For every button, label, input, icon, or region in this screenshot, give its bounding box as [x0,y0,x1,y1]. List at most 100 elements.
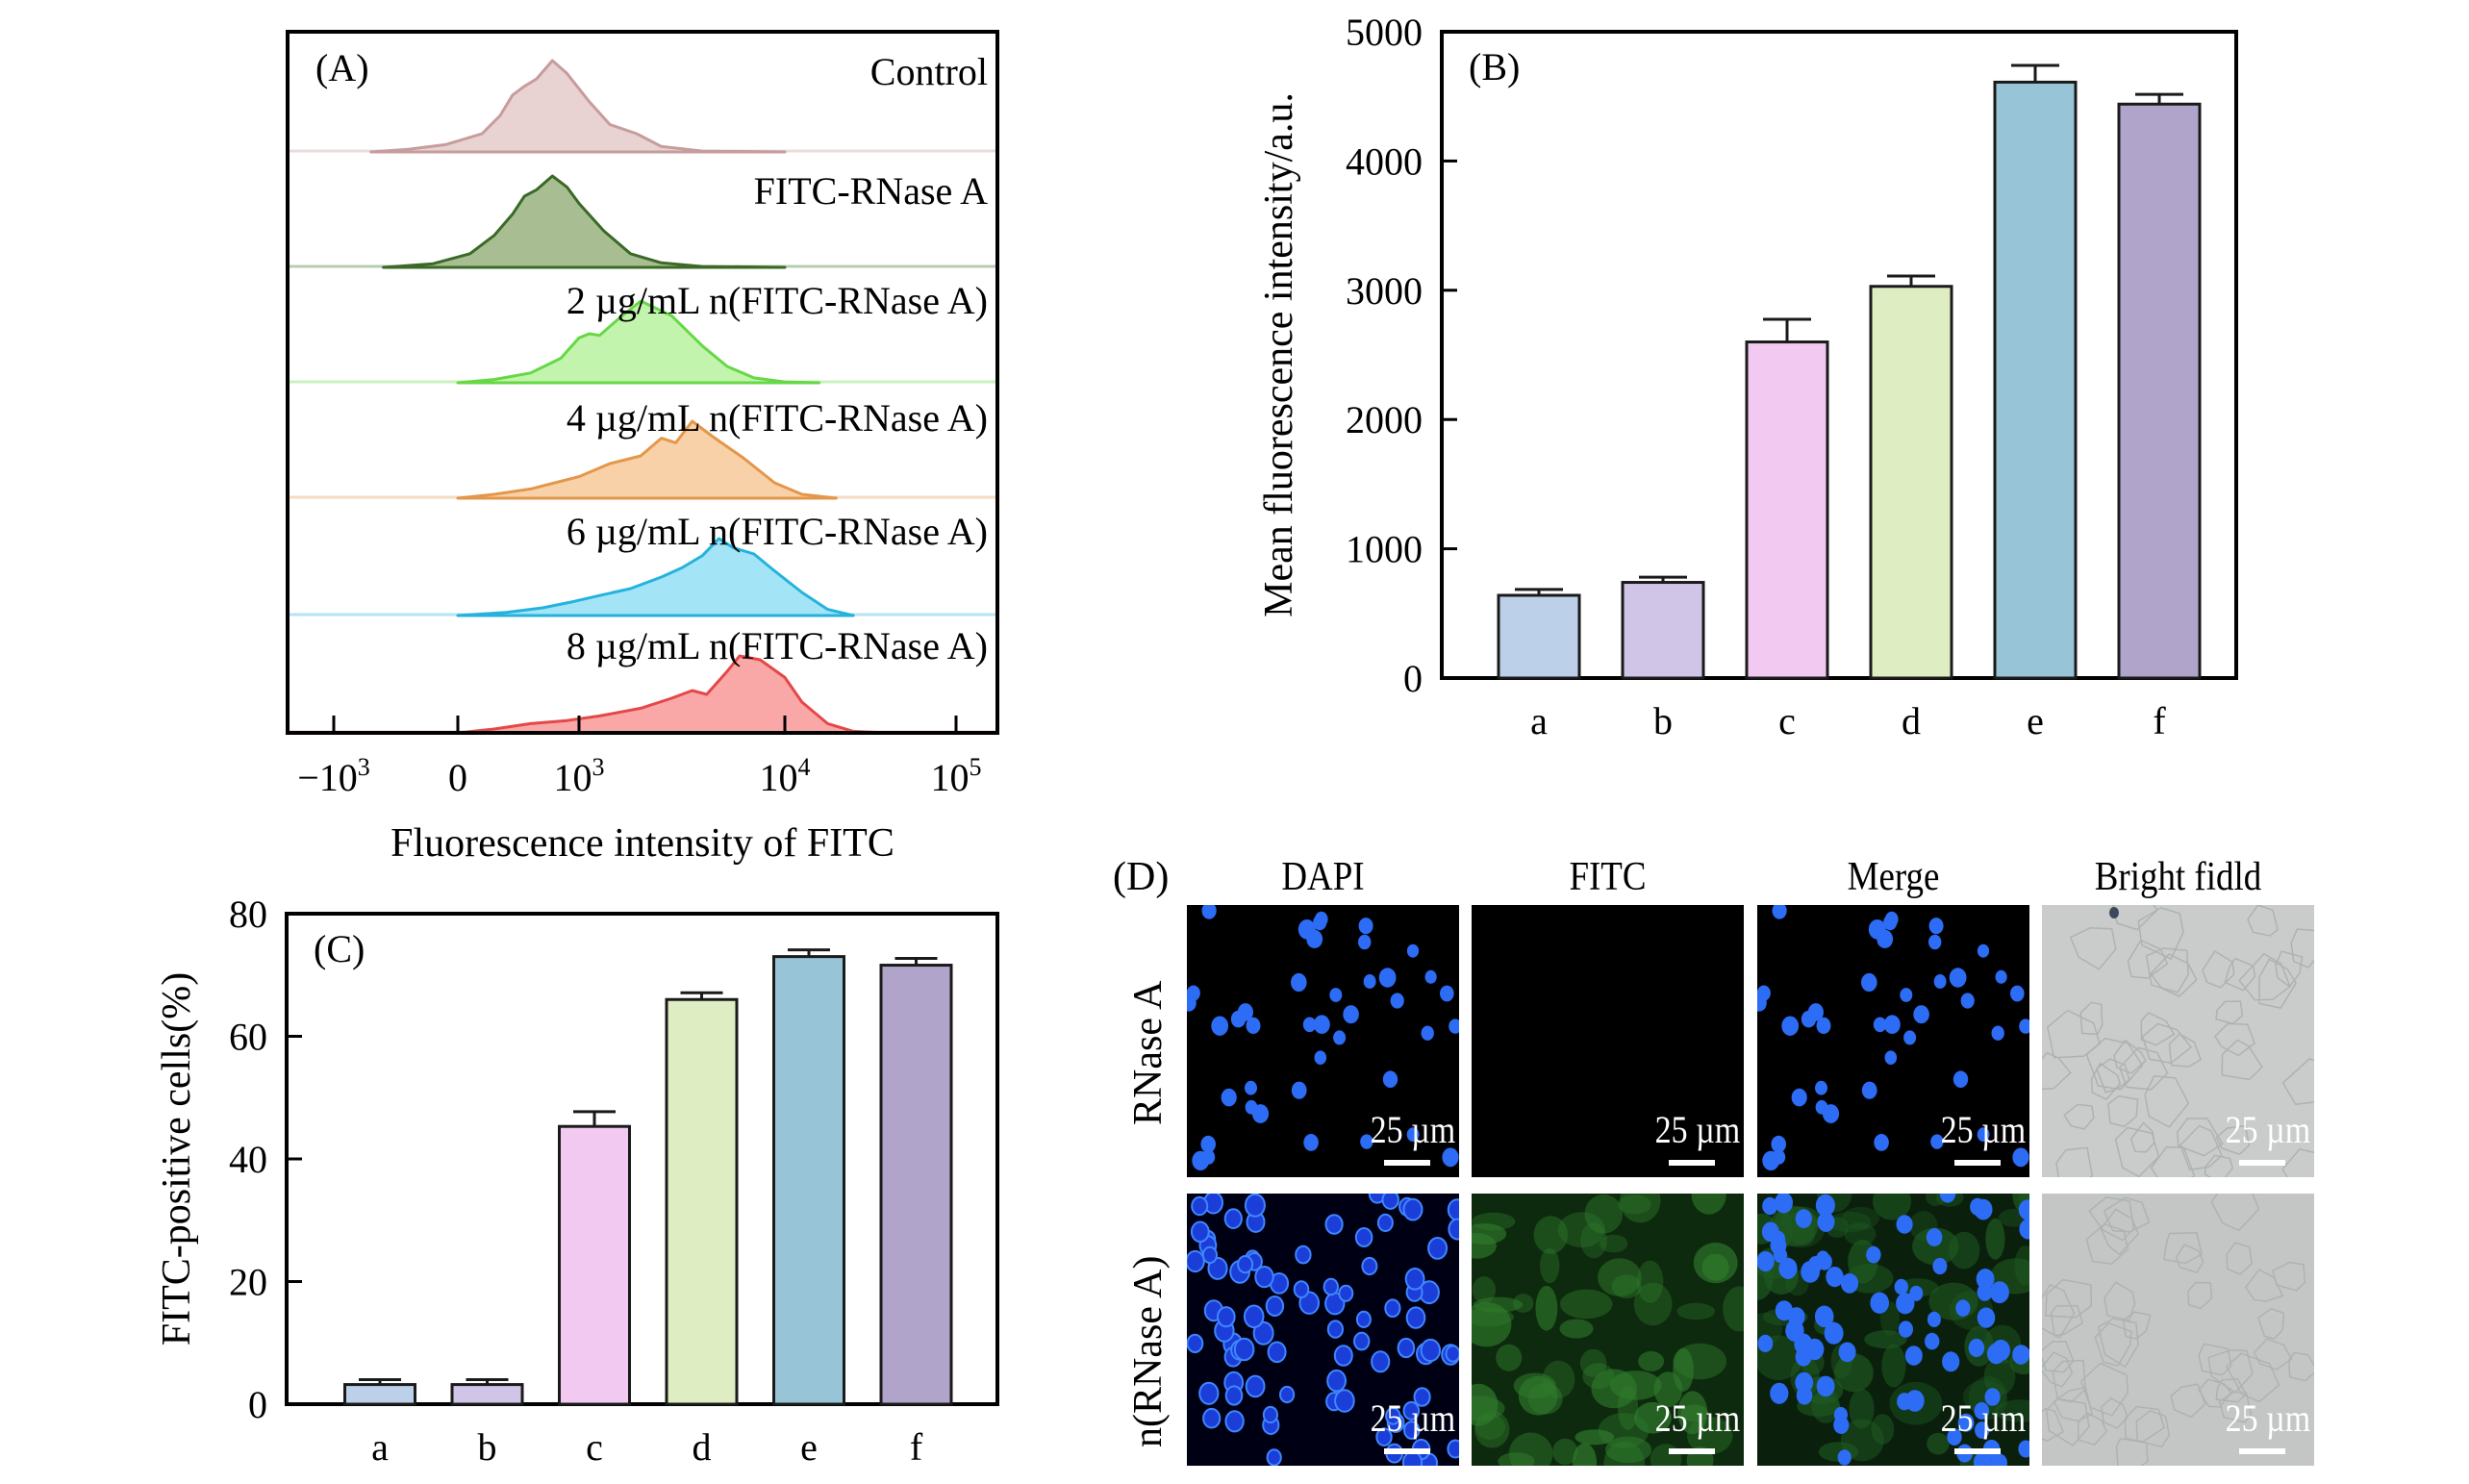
cell-outline [2053,1386,2094,1422]
panel-a-x-axis: −103 0 103 104 105 [297,716,982,799]
cell-outline [2221,1039,2263,1081]
cell-nucleus [1361,1256,1378,1276]
cell-nucleus [1840,1273,1859,1294]
y-tick-label: 0 [248,1383,267,1426]
cell-nucleus [1815,1194,1835,1217]
cell-outline [2104,1281,2136,1321]
cell-nucleus [1796,1386,1813,1405]
cell-nucleus [1413,1387,1431,1407]
x-tick-label: e [2027,699,2044,742]
cell-nucleus [1824,1321,1844,1345]
cell-nucleus [1403,1421,1421,1440]
cell-nucleus [1390,993,1404,1009]
cell-outline [2198,1343,2232,1376]
cell-nucleus [1198,1381,1220,1405]
cell-nucleus [1353,1331,1371,1351]
fitc-cell-signal [1552,1438,1578,1466]
cell-nucleus [1761,1221,1779,1243]
fitc-cell-signal [1559,1319,1594,1339]
cell-nucleus [1326,1369,1348,1393]
micrograph-n-rnase-a-bright-field: 25 µm [2042,1194,2314,1466]
histogram-label: Control [870,50,988,93]
cell-outline [2225,1352,2280,1403]
cell-nucleus [1968,1338,1985,1358]
cell-nucleus [1995,969,2007,984]
cell-outline [2150,1145,2196,1177]
cell-nucleus [1807,1003,1824,1021]
fitc-cell-signal [1636,1260,1664,1303]
fitc-cell-signal [1472,1396,1505,1421]
scale-bar-label: 25 µm [1654,1108,1740,1151]
fitc-cell-signal [1701,1253,1729,1281]
fitc-cell-signal [1599,1234,1628,1253]
cell-nucleus [1354,1227,1373,1247]
cell-nucleus [1822,1104,1840,1123]
cell-nucleus [1447,1198,1459,1221]
x-tick-label: a [371,1425,389,1469]
fitc-cell-signal [1840,1419,1884,1462]
y-tick-label: 60 [229,1016,267,1059]
cell-outline [2119,1046,2169,1091]
fitc-cell-signal [1634,1401,1672,1434]
y-tick-label: 20 [229,1261,267,1304]
cell-nucleus [1440,985,1454,1002]
bar-d [665,997,739,1406]
histogram-curve [456,537,855,617]
cell-nucleus [1254,1266,1274,1289]
cell-nucleus [1233,1337,1255,1362]
bar-e [1993,80,2078,680]
cell-nucleus [1788,1307,1805,1327]
fitc-cell-signal [1533,1216,1568,1254]
nuclei-layer [1757,905,2029,1170]
cell-nucleus [1262,1405,1279,1424]
cell-nucleus [1333,1030,1347,1045]
cell-outline [2226,1242,2254,1275]
fitc-cell-signal [1580,1222,1607,1259]
cell-nucleus [1237,1003,1253,1021]
x-tick-label: a [1530,699,1548,742]
cell-nucleus [1355,1310,1372,1328]
cell-nucleus [1817,1212,1835,1232]
panel-a-histograms: Control FITC-RNase A 2 µg/mL n(FITC-RNase … [286,30,999,866]
cell-nucleus [1217,1306,1236,1328]
cell-nucleus [1421,1025,1434,1041]
cell-outline [2137,907,2184,961]
micrograph-rnase-a-merge: 25 µm [1757,905,2029,1177]
fitc-cell-signal [1611,1274,1642,1298]
fitc-cell-signal [1849,1389,1875,1429]
scale-bar-label: 25 µm [2225,1396,2310,1440]
cell-outline [2124,1405,2165,1444]
scale-bar [1669,1160,1715,1166]
fitc-cell-signal [1633,1282,1673,1326]
y-axis-label: Mean fluorescence intensity/a.u. [1257,92,1301,617]
cell-nucleus [1873,1017,1887,1033]
histogram-label: 8 µg/mL n(FITC-RNase A) [567,624,988,667]
fitc-cell-signal [1557,1212,1605,1247]
scale-bar-label: 25 µm [1370,1396,1455,1440]
cell-nucleus [1928,934,1942,950]
fitc-cell-signal [1985,1218,2005,1260]
y-tick-label: 3000 [1346,269,1423,313]
scale-bar-label: 25 µm [1940,1396,2026,1440]
cell-nucleus [1861,1081,1877,1099]
cell-nucleus [1334,1389,1355,1413]
cell-nucleus [1957,1413,1975,1432]
cell-outline [2177,1118,2224,1157]
cell-outline [2077,1411,2107,1446]
cell-nucleus [1211,1016,1229,1036]
cell-nucleus [1358,934,1372,950]
cell-outline [2214,1022,2255,1057]
cell-nucleus [2018,1440,2029,1458]
bar-e [772,955,845,1406]
cell-nucleus [1382,1070,1398,1088]
histogram-label: FITC-RNase A [754,169,988,213]
cell-nucleus [1424,969,1437,984]
cell-nucleus [2019,1219,2029,1240]
cell-nucleus [1977,943,1990,958]
y-axis-label: FITC-positive cells(%) [155,972,199,1346]
fitc-cell-signal [1871,1414,1895,1445]
cell-nucleus [1781,1016,1800,1036]
cell-nucleus [1245,1374,1266,1398]
fitc-cell-signal [1872,1194,1912,1220]
cell-nucleus [1406,943,1420,958]
